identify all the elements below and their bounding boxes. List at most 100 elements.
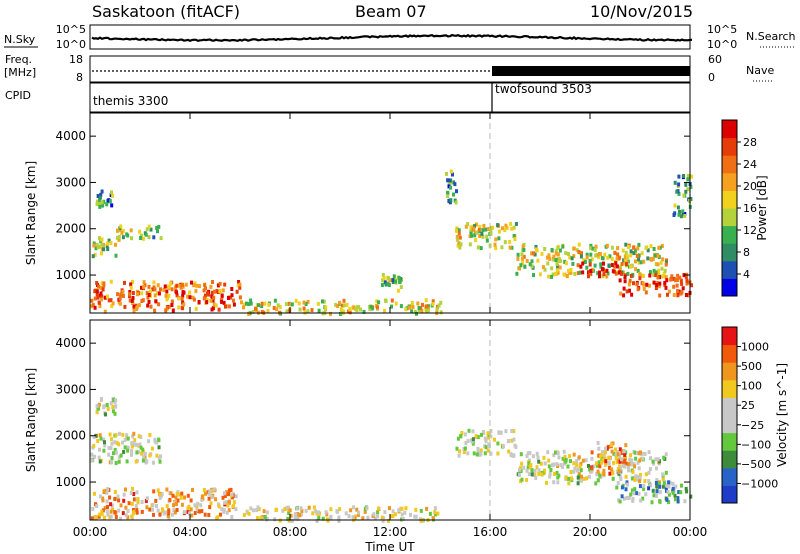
scatter-cell (260, 301, 264, 306)
scatter-cell (476, 449, 480, 454)
scatter-cell (612, 451, 616, 456)
scatter-cell (642, 483, 646, 488)
colorbar-label: Velocity [m s^-1] (775, 363, 789, 467)
scatter-cell (614, 456, 618, 461)
scatter-cell (102, 515, 106, 520)
scatter-cell (456, 243, 460, 248)
scatter-cell (216, 283, 220, 288)
scatter-cell (564, 261, 568, 266)
scatter-cell (496, 451, 500, 456)
scatter-cell (587, 474, 591, 479)
scatter-cell (446, 178, 450, 183)
scatter-cell (247, 302, 251, 307)
scatter-cell (224, 304, 227, 309)
scatter-cell (588, 271, 592, 276)
scatter-cell (525, 478, 529, 482)
scatter-cell (287, 507, 290, 512)
scatter-cell (684, 486, 688, 491)
scatter-cell (569, 270, 573, 275)
scatter-cell (662, 481, 666, 486)
scatter-cell (188, 295, 192, 300)
scatter-cell (163, 284, 167, 289)
scatter-cell (98, 304, 102, 309)
scatter-cell (656, 262, 660, 267)
scatter-cell (571, 261, 575, 266)
scatter-cell (100, 294, 104, 299)
scatter-cell (683, 499, 687, 504)
scatter-cell (205, 300, 209, 305)
scatter-cell (113, 490, 117, 494)
scatter-cell (352, 305, 356, 310)
scatter-cell (247, 311, 251, 316)
scatter-cell (576, 271, 580, 276)
scatter-cell (151, 502, 155, 507)
scatter-cell (112, 398, 116, 402)
scatter-cell (684, 189, 688, 194)
scatter-cell (105, 202, 109, 207)
scatter-cell (576, 263, 580, 268)
scatter-cell (614, 261, 618, 266)
scatter-cell (194, 289, 198, 294)
cpid-panel (89, 82, 691, 113)
scatter-cell (170, 299, 174, 304)
scatter-cell (600, 256, 604, 260)
scatter-cell (526, 451, 530, 456)
scatter-cell (421, 302, 424, 307)
scatter-cell (634, 267, 638, 272)
scatter-cell (410, 309, 414, 314)
scatter-cell (618, 464, 622, 469)
scatter-cell (177, 296, 181, 301)
scatter-cell (473, 233, 477, 238)
scatter-cell (223, 491, 226, 496)
scatter-cell (403, 510, 407, 515)
scatter-cell (491, 225, 495, 230)
scatter-cell (629, 249, 633, 254)
scatter-cell (638, 472, 642, 477)
scatter-cell (514, 445, 518, 449)
scatter-cell (677, 174, 681, 179)
scatter-cell (680, 483, 683, 488)
scatter-cell (110, 304, 114, 309)
scatter-cell (321, 299, 324, 304)
scatter-cell (628, 278, 632, 283)
time-axis-label: Time UT (364, 540, 415, 554)
scatter-cell (585, 255, 589, 260)
scatter-cell (121, 440, 124, 445)
scatter-cell (297, 301, 301, 306)
scatter-cell (273, 298, 277, 303)
scatter-cell (217, 307, 221, 312)
colorbar-tick-label: −500 (741, 458, 771, 471)
scatter-cell (653, 253, 657, 258)
scatter-cell (140, 509, 144, 514)
scatter-cell (202, 488, 206, 492)
scatter-cell (95, 202, 99, 207)
scatter-cell (245, 301, 248, 306)
scatter-cell (545, 480, 548, 485)
scatter-cell (114, 398, 118, 403)
scatter-cell (594, 253, 598, 258)
scatter-cell (577, 250, 581, 254)
scatter-cell (480, 432, 483, 437)
scatter-cell (156, 508, 160, 513)
scatter-cell (155, 225, 159, 230)
scatter-cell (532, 251, 535, 256)
scatter-cell (624, 461, 628, 466)
scatter-cell (564, 251, 568, 256)
scatter-cell (556, 252, 560, 257)
scatter-cell (677, 191, 681, 196)
scatter-cell (548, 471, 552, 476)
scatter-cell (632, 245, 636, 250)
scatter-cell (634, 491, 638, 496)
scatter-cell (359, 307, 362, 312)
scatter-cell (381, 518, 385, 523)
scatter-cell (102, 283, 106, 288)
scatter-cell (114, 242, 117, 247)
scatter-cell (132, 497, 136, 502)
scatter-cell (611, 269, 615, 274)
colorbar-tick-label: 1000 (741, 341, 769, 354)
scatter-cell (139, 233, 143, 238)
y-tick-label: 1000 (55, 475, 86, 489)
y-axis-label: Slant Range [km] (24, 368, 38, 472)
scatter-cell (624, 250, 628, 255)
scatter-cell (92, 243, 96, 248)
